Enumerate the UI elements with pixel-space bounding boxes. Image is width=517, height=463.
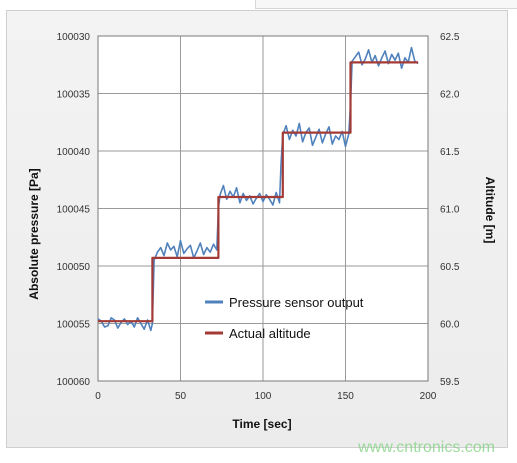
y-right-tick-label: 60.0: [440, 320, 460, 331]
x-tick-label: 200: [420, 391, 437, 402]
y-left-tick-label: 100055: [57, 320, 91, 331]
watermark: www.cntronics.com: [357, 439, 495, 456]
y-left-tick-label: 100040: [57, 147, 91, 158]
x-axis-title: Time [sec]: [232, 417, 291, 431]
y-right-tick-label: 61.0: [440, 205, 460, 216]
y-right-tick-label: 60.5: [440, 262, 460, 273]
series-layer: [97, 46, 419, 332]
y-right-tick-label: 62.5: [440, 32, 460, 43]
axes: 0 50 100 150 200 100030 100035 100040 100045 1000…: [57, 32, 460, 402]
x-tick-label: 50: [175, 391, 187, 402]
y-left-tick-label: 100035: [57, 90, 91, 101]
series-line-altitude: [98, 61, 419, 323]
plot-border: [97, 35, 429, 382]
y-axis-title-left: Absolute pressure [Pa]: [27, 168, 41, 299]
legend-label: Pressure sensor output: [229, 295, 364, 310]
y-right-tick-label: 61.5: [440, 147, 460, 158]
y-left-tick-label: 100045: [57, 205, 91, 216]
legend-label: Actual altitude: [229, 326, 311, 341]
x-tick-label: 0: [95, 391, 101, 402]
x-tick-label: 150: [337, 391, 354, 402]
y-right-tick-label: 59.5: [440, 377, 460, 388]
legend: Pressure sensor output Actual altitude: [205, 295, 364, 341]
top-strip: [255, 0, 517, 9]
y-right-tick-label: 62.0: [440, 90, 460, 101]
y-left-tick-label: 100030: [57, 32, 91, 43]
y-left-tick-label: 100060: [57, 377, 91, 388]
x-tick-label: 100: [255, 391, 272, 402]
series-line-pressure: [97, 46, 419, 332]
y-axis-title-right: Altitude [m]: [483, 177, 497, 244]
y-left-tick-label: 100050: [57, 262, 91, 273]
